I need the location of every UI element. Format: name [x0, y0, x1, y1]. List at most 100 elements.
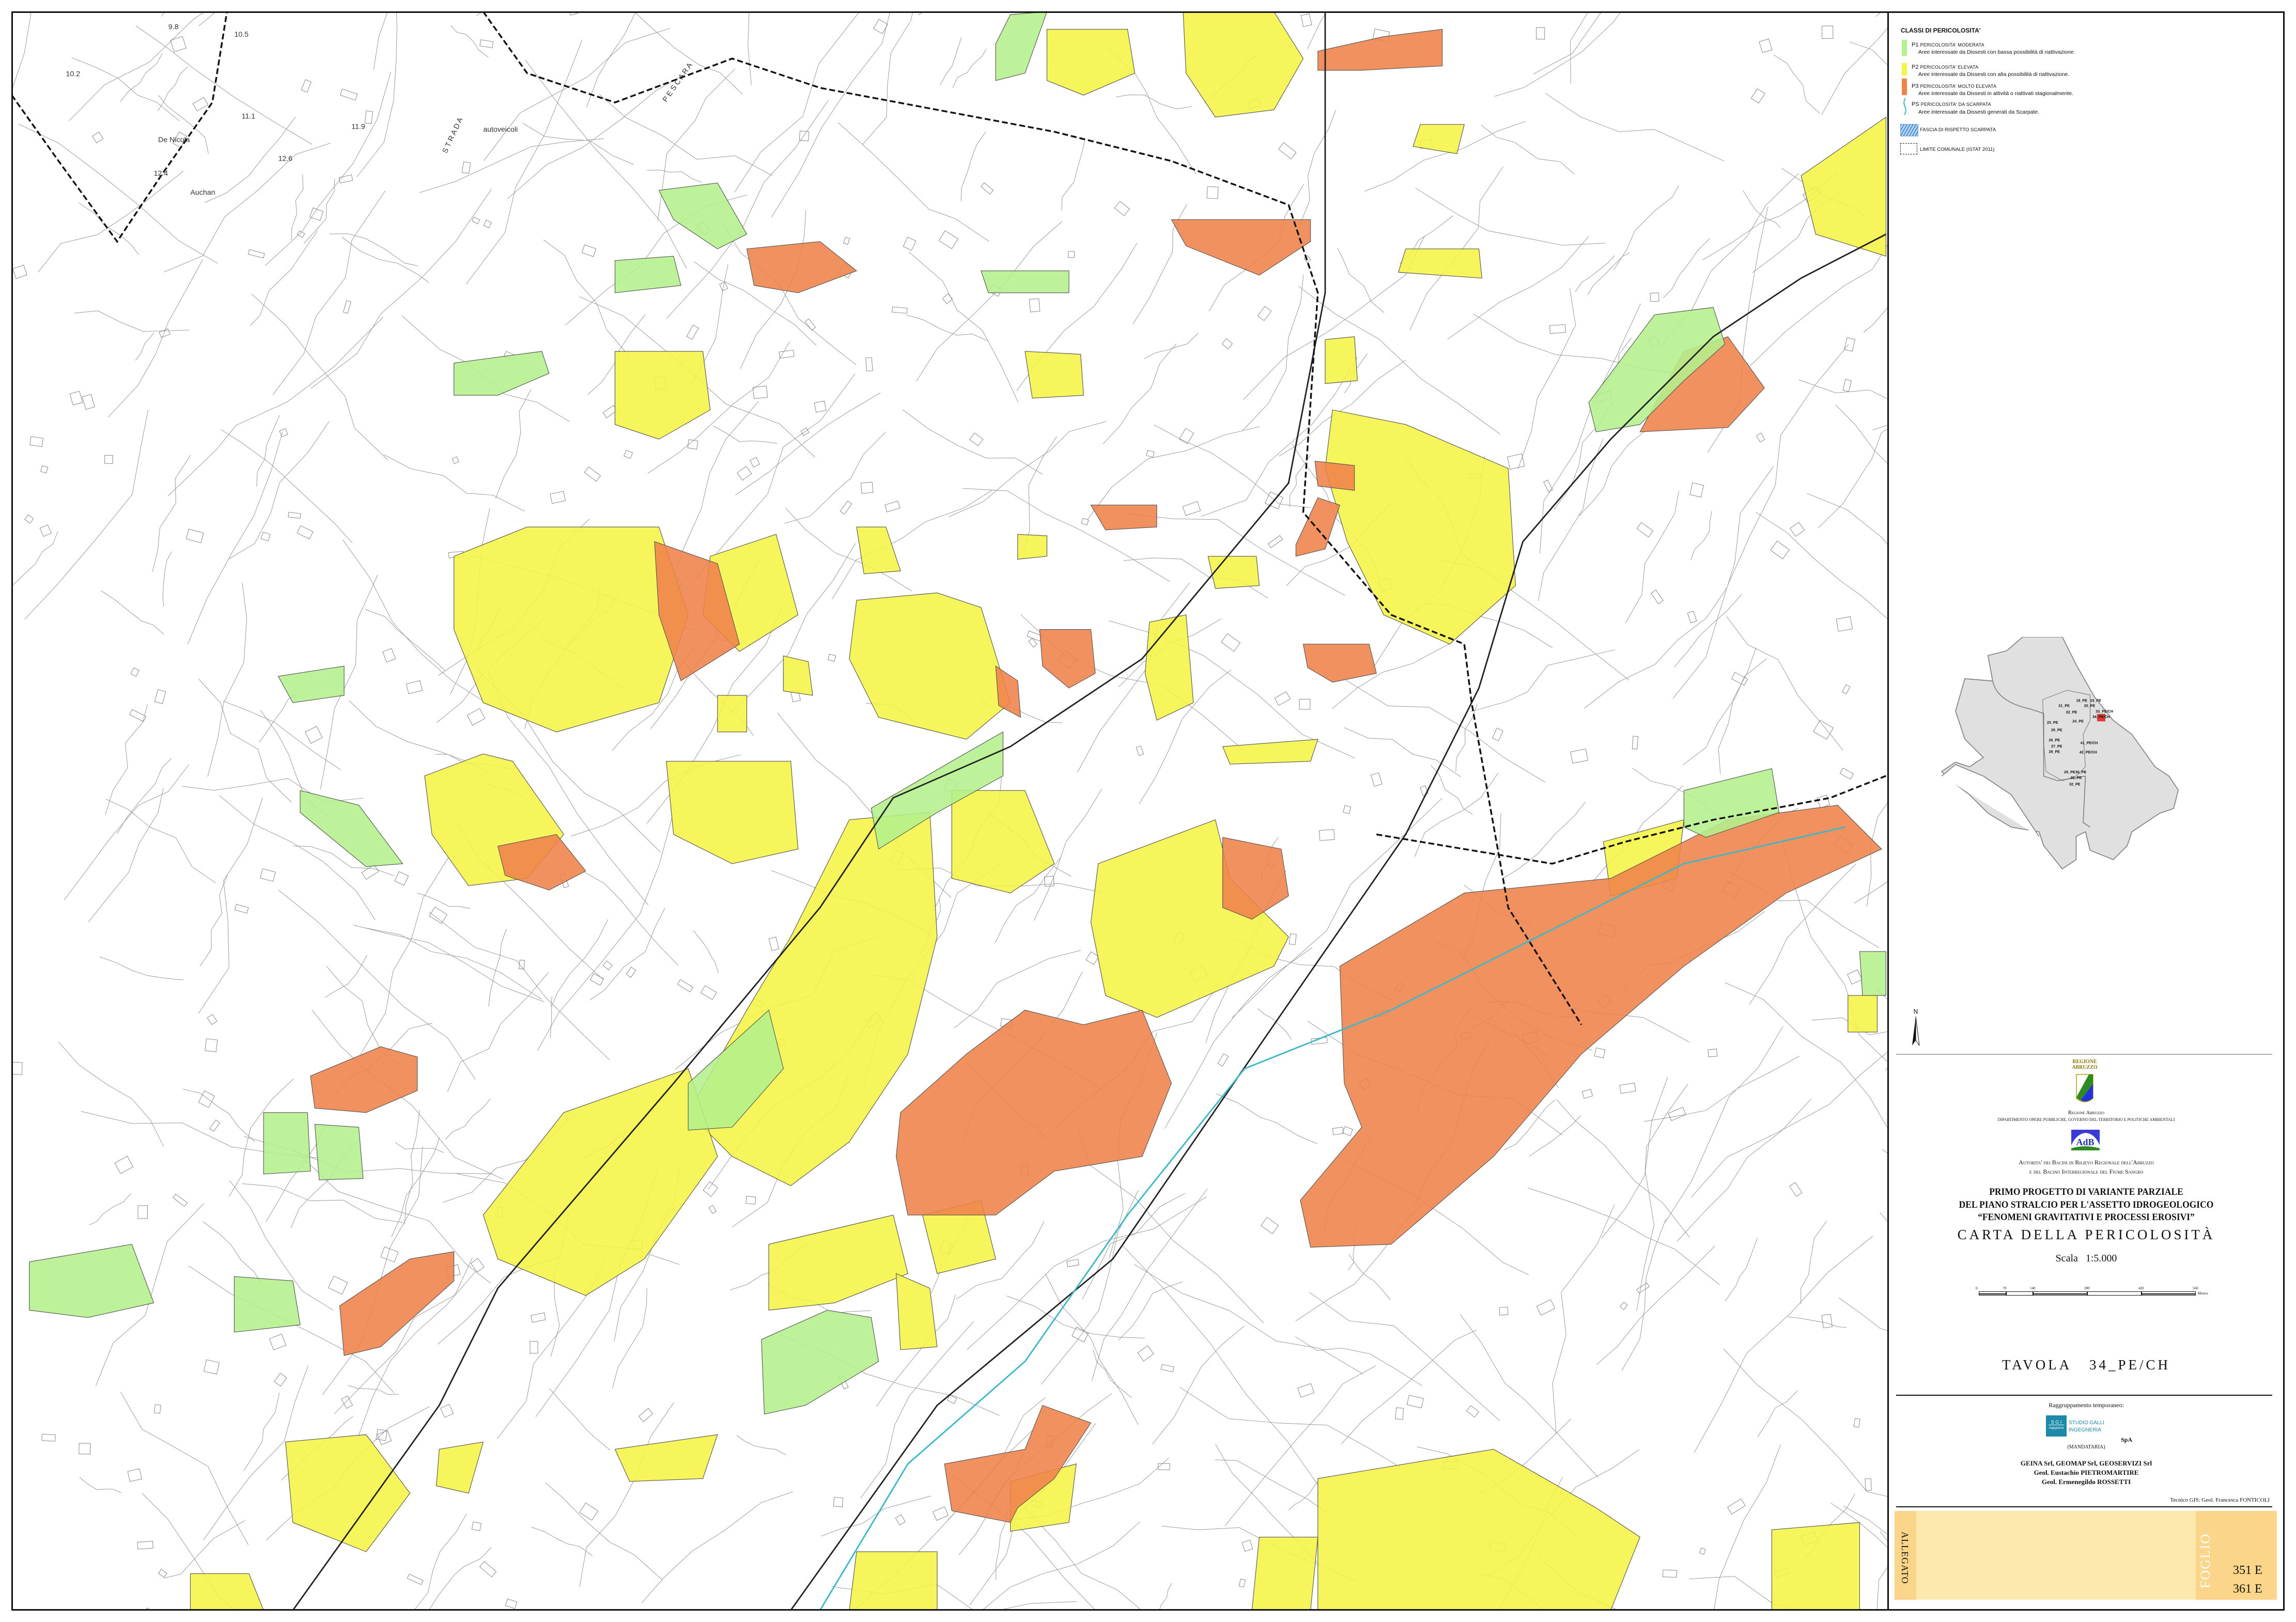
contour-line — [1691, 1051, 1888, 1197]
hazard-zone-p2[interactable] — [768, 1214, 908, 1311]
scale-tick-label: 560 — [2193, 1286, 2198, 1290]
hazard-zone-p3[interactable] — [654, 541, 740, 681]
building-outline — [1796, 11, 1807, 13]
hazard-zone-p3[interactable] — [1171, 219, 1311, 276]
hazard-zone-p1[interactable] — [277, 665, 345, 703]
hazard-zone-p2[interactable] — [856, 526, 901, 574]
hazard-zone-p2[interactable] — [1046, 29, 1136, 96]
building-outline — [153, 1404, 161, 1414]
hazard-zone-p2[interactable] — [614, 351, 711, 440]
hazard-zone-p1[interactable] — [995, 11, 1048, 81]
building-outline — [768, 937, 780, 951]
scale-bar: 0 70 140 280 420 560 Meters — [1976, 1286, 2208, 1299]
hazard-zone-p2[interactable] — [190, 1573, 264, 1611]
building-outline — [1549, 324, 1566, 334]
hazard-zone-p1[interactable] — [1683, 768, 1780, 838]
building-outline — [1343, 805, 1352, 814]
hazard-zone-p1[interactable] — [300, 790, 404, 867]
hazard-zone-p2[interactable] — [1325, 336, 1358, 384]
hazard-zone-p1[interactable] — [1859, 951, 1886, 996]
hazard-zone-p1[interactable] — [614, 256, 681, 293]
inset-sheet-label: 33_PE/CH — [2096, 709, 2113, 713]
hazard-zone-p1[interactable] — [1588, 307, 1726, 432]
contour-line — [71, 57, 180, 121]
contour-line — [1144, 333, 1199, 360]
hazard-zone-p3[interactable] — [310, 1046, 418, 1113]
hazard-zone-p2[interactable] — [1025, 351, 1084, 399]
hazard-zone-p2[interactable] — [614, 1434, 718, 1482]
hazard-zone-p3[interactable] — [1090, 505, 1157, 531]
hazard-zone-p2[interactable] — [849, 1551, 938, 1611]
hazard-zone-p2[interactable] — [454, 526, 689, 732]
hazard-zone-p2[interactable] — [665, 761, 799, 864]
hazard-zone-p1[interactable] — [29, 1244, 154, 1318]
map-label: S T R A D A — [441, 116, 465, 155]
hazard-zone-p1[interactable] — [454, 351, 550, 396]
hazard-zone-p2[interactable] — [1090, 819, 1289, 1018]
hazard-zone-p1[interactable] — [234, 1276, 301, 1333]
building-outline — [1817, 794, 1830, 808]
hazard-zone-p3[interactable] — [895, 1009, 1172, 1215]
contour-line — [837, 122, 989, 242]
hazard-zone-p1[interactable] — [688, 1009, 784, 1131]
contour-line — [860, 1321, 974, 1499]
hazard-zone-p2[interactable] — [285, 1434, 411, 1552]
hazard-zone-p2[interactable] — [436, 1441, 484, 1494]
department-name: DIPARTIMENTO OPERE PUBBLICHE, GOVERNO DE… — [1997, 1117, 2175, 1122]
hazard-zone-p2[interactable] — [1017, 534, 1048, 560]
contour-line — [1232, 798, 1442, 1019]
contour-line — [164, 143, 331, 273]
hazard-zone-p2[interactable] — [717, 695, 748, 732]
map-label: 11.9 — [351, 122, 365, 131]
hazard-zone-p1[interactable] — [871, 731, 1003, 850]
hazard-zone-p2[interactable] — [1222, 739, 1318, 765]
hazard-zone-p2[interactable] — [1251, 1537, 1318, 1611]
hazard-zone-p3[interactable] — [1317, 29, 1443, 71]
hazard-zone-p3[interactable] — [1295, 497, 1340, 557]
hazard-zone-p3[interactable] — [497, 834, 586, 891]
hazard-zone-p2[interactable] — [1325, 409, 1516, 645]
hazard-zone-p2[interactable] — [1144, 614, 1194, 721]
hazard-zone-p2[interactable] — [1771, 1522, 1860, 1611]
building-outline — [158, 1569, 167, 1578]
hazard-zone-p2[interactable] — [783, 655, 813, 696]
hazard-zone-p2[interactable] — [849, 592, 1011, 740]
hazard-zone-p3[interactable] — [995, 665, 1021, 718]
hazard-zone-p2[interactable] — [951, 790, 1055, 894]
hazard-zone-p2[interactable] — [1398, 248, 1482, 279]
hazard-zone-p1[interactable] — [981, 270, 1069, 293]
hazard-zone-p1[interactable] — [761, 1309, 879, 1415]
hazard-zone-p2[interactable] — [1801, 116, 1886, 257]
hazard-zone-p3[interactable] — [1222, 837, 1289, 920]
contour-line — [1061, 140, 1085, 211]
hazard-zone-p1[interactable] — [263, 1112, 311, 1175]
hazard-zone-p3[interactable] — [944, 1405, 1092, 1523]
hazard-zone-p2[interactable] — [895, 1273, 938, 1350]
hazard-zone-p3[interactable] — [339, 1251, 455, 1356]
building-outline — [1257, 306, 1272, 321]
building-outline — [938, 230, 958, 249]
hazard-zone-p3[interactable] — [1300, 805, 1882, 1248]
hazard-zone-p2[interactable] — [483, 1068, 718, 1296]
hazard-zone-p2[interactable] — [1317, 1449, 1640, 1611]
building-outline — [429, 907, 447, 924]
building-outline — [1085, 951, 1099, 965]
hazard-zone-p3[interactable] — [1039, 629, 1096, 689]
building-outline — [1499, 1306, 1509, 1316]
contour-line — [417, 893, 471, 909]
hazard-zone-p2[interactable] — [1183, 11, 1304, 118]
contour-line — [1673, 594, 1742, 667]
map-label: 10.5 — [234, 30, 249, 39]
hazard-zone-p3[interactable] — [1302, 644, 1377, 683]
hazard-zone-p3[interactable] — [746, 241, 858, 293]
hazard-zone-p3[interactable] — [1314, 461, 1355, 491]
hazard-zone-p1[interactable] — [658, 182, 748, 249]
hazard-zone-p1[interactable] — [314, 1124, 364, 1180]
hazard-zone-p2[interactable] — [1848, 995, 1878, 1033]
hazard-zone-p2[interactable] — [1207, 556, 1260, 589]
highlighted-sheet — [2097, 714, 2106, 722]
building-outline — [1466, 1405, 1479, 1418]
building-outline — [1594, 1047, 1606, 1058]
hazard-zone-p2[interactable] — [1413, 124, 1465, 154]
building-outline — [129, 709, 147, 722]
